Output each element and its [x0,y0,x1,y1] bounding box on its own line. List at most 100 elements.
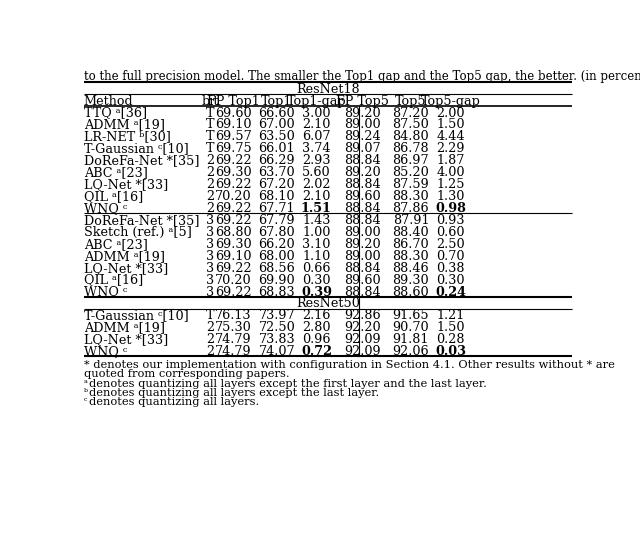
Text: ᵇ: ᵇ [84,388,88,397]
Text: 89.60: 89.60 [344,274,381,286]
Text: 1.30: 1.30 [436,190,465,203]
Text: 63.70: 63.70 [259,166,295,179]
Text: TTQ ᵃ[36]: TTQ ᵃ[36] [84,107,147,119]
Text: 3.74: 3.74 [302,142,331,155]
Text: 88.84: 88.84 [344,202,381,215]
Text: 6.07: 6.07 [302,131,331,143]
Text: 89.24: 89.24 [344,131,381,143]
Text: denotes quantizing all layers except the last layer.: denotes quantizing all layers except the… [90,388,380,398]
Text: Top5: Top5 [395,95,427,108]
Text: 2.93: 2.93 [302,154,331,167]
Text: 87.20: 87.20 [392,107,429,119]
Text: 2: 2 [206,166,214,179]
Text: 66.29: 66.29 [259,154,295,167]
Text: 4.44: 4.44 [436,131,465,143]
Text: 1.00: 1.00 [302,226,331,239]
Text: ADMM ᵃ[19]: ADMM ᵃ[19] [84,250,165,263]
Text: 2: 2 [206,333,214,346]
Text: Top1-gap: Top1-gap [287,95,346,108]
Text: 84.80: 84.80 [392,131,429,143]
Text: 1.21: 1.21 [436,310,465,322]
Text: 0.60: 0.60 [436,226,465,239]
Text: 0.66: 0.66 [302,262,331,275]
Text: 88.46: 88.46 [392,262,429,275]
Text: 88.30: 88.30 [392,190,429,203]
Text: 2: 2 [206,321,214,335]
Text: 0.98: 0.98 [435,202,466,215]
Text: 87.86: 87.86 [392,202,429,215]
Text: DoReFa-Net *[35]: DoReFa-Net *[35] [84,154,200,167]
Text: 2.02: 2.02 [302,178,331,191]
Text: 92.09: 92.09 [344,333,381,346]
Text: T-Gaussian ᶜ[10]: T-Gaussian ᶜ[10] [84,142,189,155]
Text: 88.84: 88.84 [344,178,381,191]
Text: 1.25: 1.25 [436,178,465,191]
Text: 88.30: 88.30 [392,250,429,263]
Text: 86.97: 86.97 [392,154,429,167]
Text: QIL ᵃ[16]: QIL ᵃ[16] [84,190,143,203]
Text: 0.93: 0.93 [436,214,465,227]
Text: FP Top1: FP Top1 [207,95,260,108]
Text: LQ-Net *[33]: LQ-Net *[33] [84,333,168,346]
Text: 69.22: 69.22 [215,178,252,191]
Text: 69.10: 69.10 [215,118,252,132]
Text: 70.20: 70.20 [215,274,252,286]
Text: to the full precision model. The smaller the Top1 gap and the Top5 gap, the bett: to the full precision model. The smaller… [84,70,640,83]
Text: Top5-gap: Top5-gap [420,95,481,108]
Text: LQ-Net *[33]: LQ-Net *[33] [84,178,168,191]
Text: 0.96: 0.96 [302,333,331,346]
Text: 89.30: 89.30 [392,274,429,286]
Text: 63.50: 63.50 [259,131,295,143]
Text: ᶜ: ᶜ [84,397,87,406]
Text: 2: 2 [206,178,214,191]
Text: 0.03: 0.03 [435,345,466,358]
Text: 87.50: 87.50 [392,118,429,132]
Text: 69.22: 69.22 [215,202,252,215]
Text: 69.22: 69.22 [215,154,252,167]
Text: 75.30: 75.30 [215,321,252,335]
Text: 0.38: 0.38 [436,262,465,275]
Text: 90.70: 90.70 [392,321,429,335]
Text: WNQ ᶜ: WNQ ᶜ [84,202,127,215]
Text: Sketch (ref.) ᵃ[5]: Sketch (ref.) ᵃ[5] [84,226,192,239]
Text: T: T [206,118,214,132]
Text: 3: 3 [206,238,214,251]
Text: 88.40: 88.40 [392,226,429,239]
Text: 68.83: 68.83 [259,285,295,299]
Text: 0.72: 0.72 [301,345,332,358]
Text: 88.84: 88.84 [344,214,381,227]
Text: 3: 3 [206,214,214,227]
Text: 67.80: 67.80 [259,226,295,239]
Text: 89.00: 89.00 [344,250,381,263]
Text: 89.00: 89.00 [344,118,381,132]
Text: DoReFa-Net *[35]: DoReFa-Net *[35] [84,214,200,227]
Text: denotes quantizing all layers.: denotes quantizing all layers. [90,397,260,407]
Text: QIL ᵃ[16]: QIL ᵃ[16] [84,274,143,286]
Text: 86.78: 86.78 [392,142,429,155]
Text: 1.51: 1.51 [301,202,332,215]
Text: 66.20: 66.20 [259,238,295,251]
Text: 0.30: 0.30 [302,274,331,286]
Text: 88.60: 88.60 [392,285,429,299]
Text: T-Gaussian ᶜ[10]: T-Gaussian ᶜ[10] [84,310,189,322]
Text: T: T [206,310,214,322]
Text: 92.86: 92.86 [344,310,381,322]
Text: 2.80: 2.80 [302,321,331,335]
Text: 3: 3 [206,274,214,286]
Text: 67.00: 67.00 [259,118,295,132]
Text: 69.22: 69.22 [215,214,252,227]
Text: FP Top5: FP Top5 [337,95,389,108]
Text: ResNet50: ResNet50 [296,298,360,310]
Text: 0.39: 0.39 [301,285,332,299]
Text: 91.81: 91.81 [393,333,429,346]
Text: 87.59: 87.59 [392,178,429,191]
Text: 0.70: 0.70 [436,250,465,263]
Text: 74.79: 74.79 [215,345,252,358]
Text: 72.50: 72.50 [259,321,295,335]
Text: 69.10: 69.10 [215,250,252,263]
Text: WNQ ᶜ: WNQ ᶜ [84,285,127,299]
Text: 3.10: 3.10 [302,238,331,251]
Text: 69.22: 69.22 [215,285,252,299]
Text: 2.29: 2.29 [436,142,465,155]
Text: 89.07: 89.07 [344,142,381,155]
